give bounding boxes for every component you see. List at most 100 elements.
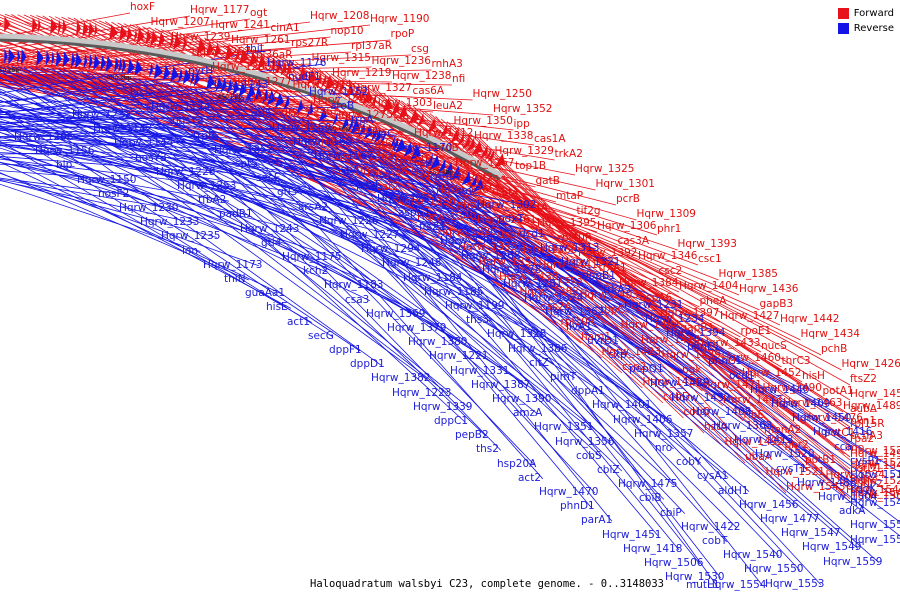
reverse-leader-line [0, 90, 382, 366]
reverse-leader-line [0, 172, 249, 281]
reverse-leader-line [0, 115, 128, 129]
reverse-leader-line [339, 131, 738, 529]
reverse-leader-line [435, 173, 900, 501]
kbp-tick-label: 500 kbp [325, 126, 350, 133]
reverse-gene-arrow [306, 102, 314, 118]
forward-leader-line [142, 26, 621, 332]
reverse-leader-line [0, 142, 330, 208]
forward-leader-line [0, 33, 271, 63]
reverse-leader-line [0, 107, 496, 243]
genome-backbone-shadow [0, 33, 504, 180]
reverse-leader-line [138, 78, 502, 451]
forward-gene-arrow [456, 132, 464, 147]
reverse-gene-arrow [83, 53, 88, 70]
reverse-gene-arrow [118, 57, 123, 74]
reverse-leader-line [419, 166, 801, 571]
reverse-leader-line [285, 112, 665, 500]
reverse-leader-line [115, 74, 539, 415]
kbp-tick-label: 550 kbp [429, 169, 454, 176]
forward-gene-arrow [196, 39, 207, 55]
reverse-leader-line [98, 72, 627, 357]
forward-gene-arrow [239, 49, 249, 65]
forward-gene-arrow [298, 66, 308, 82]
reverse-leader-line [0, 126, 328, 130]
reverse-gene-arrow [127, 58, 135, 75]
forward-gene-arrow [408, 109, 420, 124]
reverse-leader-line [318, 123, 750, 492]
forward-gene-arrow [398, 104, 408, 120]
reverse-leader-line [0, 124, 370, 301]
reverse-leader-line [0, 69, 428, 380]
reverse-leader-line [81, 70, 466, 423]
forward-gene-arrow [213, 42, 221, 59]
forward-leader-line [0, 77, 333, 80]
forward-gene-arrow [182, 36, 187, 52]
reverse-leader-line [0, 131, 380, 287]
reverse-gene-arrow [215, 76, 222, 92]
forward-gene-arrow [94, 22, 98, 39]
reverse-leader-line [0, 100, 255, 118]
reverse-gene-arrow [262, 88, 269, 104]
reverse-leader-line [234, 98, 674, 450]
forward-leader-line [0, 85, 274, 119]
map-caption: Haloquadratum walsbyi C23, complete geno… [310, 578, 665, 590]
reverse-leader-line [246, 101, 827, 406]
forward-swatch [837, 8, 849, 19]
forward-leader-line [173, 31, 642, 347]
forward-gene-arrow [337, 79, 344, 95]
forward-gene-arrow [133, 27, 138, 44]
reverse-leader-line [0, 96, 443, 330]
legend-reverse: Reverse [837, 23, 894, 34]
reverse-leader-line [195, 88, 544, 480]
reverse-leader-line [455, 184, 900, 537]
reverse-leader-line [398, 156, 838, 535]
reverse-leader-line [414, 163, 718, 587]
reverse-leader-line [0, 108, 361, 352]
reverse-leader-line [0, 116, 449, 150]
reverse-leader-line [0, 100, 517, 257]
reverse-leader-line [251, 102, 592, 508]
forward-leader-line [289, 59, 664, 404]
reverse-gene-arrow [267, 90, 277, 106]
reverse-leader-line [366, 142, 728, 543]
forward-leader-line [0, 24, 371, 67]
reverse-leader-line [377, 146, 875, 499]
label-leader-lines [0, 12, 900, 587]
reverse-leader-line [0, 125, 417, 251]
forward-gene-arrow [88, 21, 95, 38]
forward-leader-line [0, 39, 391, 71]
forward-leader-line [348, 79, 705, 434]
forward-gene-arrow [75, 20, 81, 37]
reverse-gene-track [4, 48, 484, 192]
reverse-leader-line [0, 178, 175, 210]
reverse-gene-arrow [182, 68, 191, 85]
reverse-leader-line [0, 107, 207, 125]
reverse-leader-line [306, 120, 659, 536]
reverse-gene-arrow [468, 175, 477, 190]
forward-gene-arrow [352, 85, 359, 101]
forward-leader-line [0, 62, 437, 197]
reverse-leader-line [109, 74, 487, 437]
genome-backbone [0, 38, 501, 181]
forward-gene-arrow [324, 75, 335, 91]
reverse-gene-arrow [206, 73, 216, 90]
reverse-gene-arrow [426, 152, 433, 168]
reverse-gene-arrow [232, 80, 240, 96]
reverse-gene-arrow [388, 135, 396, 150]
reverse-gene-arrow [350, 119, 361, 134]
legend-forward: Forward [837, 8, 894, 19]
reverse-leader-line [0, 126, 334, 338]
forward-gene-arrow [484, 147, 492, 162]
reverse-gene-arrow [45, 50, 50, 67]
forward-gene-arrow [82, 21, 89, 37]
reverse-leader-line [201, 90, 602, 458]
forward-leader-line [0, 32, 658, 236]
reverse-leader-line [0, 49, 271, 94]
reverse-leader-line [0, 161, 283, 295]
reverse-gene-arrow [318, 107, 328, 123]
reverse-leader-line [0, 115, 439, 164]
forward-gene-arrow [274, 58, 283, 75]
reverse-gene-arrow [114, 57, 119, 73]
reverse-leader-line [0, 93, 544, 235]
